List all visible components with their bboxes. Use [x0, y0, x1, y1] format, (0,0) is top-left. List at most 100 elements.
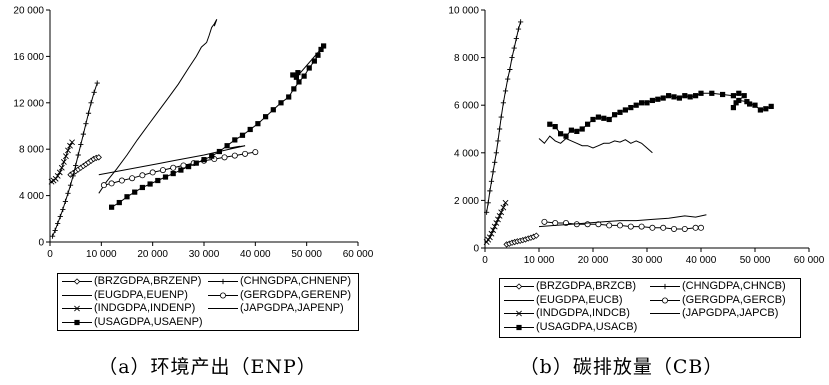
chart-a-series-usagdpa-usaenp-point	[178, 167, 184, 173]
chart-b-caption: （b）碳排放量（CB）	[519, 356, 724, 378]
chart-b-series-gergdpa-gercb-point	[606, 222, 613, 229]
chart-a-legend-label: (CHNGDPA,CHNENP)	[240, 275, 352, 287]
chart-a-series-chngdpa-chnenp-point	[52, 227, 58, 233]
chart-a-series-chngdpa-chnenp-point	[85, 110, 92, 116]
chart-b-series-usagdpa-usacb-point	[660, 95, 666, 101]
chart-b-series-gergdpa-gercb-point	[649, 224, 656, 231]
chart-b-y-tick-label: 2 000	[454, 196, 479, 207]
chart-a-legend-label: (EUGDPA,EUENP)	[94, 288, 188, 301]
chart-b-series-gergdpa-gercb-point	[595, 221, 602, 228]
chart-b-series-usagdpa-usacb-point	[676, 95, 682, 101]
chart-a-series-chngdpa-chnenp-point	[78, 141, 84, 148]
chart-a-legend-label: (GERGDPA,GERENP)	[240, 288, 352, 301]
chart-b-series-usagdpa-usacb-point	[606, 116, 612, 123]
chart-b-legend-symbol	[650, 313, 680, 314]
chart-a-series-usagdpa-usaenp-point	[278, 100, 284, 106]
chart-a-series-usagdpa-usaenp-point	[318, 46, 324, 53]
chart-b-series-chngdpa-chncb-point	[488, 178, 495, 184]
chart-a-x-tick-label: 10 000	[86, 249, 117, 260]
chart-b-series-indgdpa-indcb-point	[495, 216, 501, 223]
chart-b-legend-marker	[662, 283, 668, 290]
chart-b-legend-symbol	[504, 299, 534, 301]
chart-a-series-chngdpa-chnenp-point	[67, 182, 74, 188]
chart-b-series-usagdpa-usacb-point	[747, 101, 753, 107]
chart-b-legend-label: (JAPGDPA,JAPCB)	[682, 307, 779, 319]
chart-a-series-chngdpa-chnenp-point	[65, 190, 71, 196]
chart-a-series-brzgdpa-brzenp-point	[95, 154, 102, 161]
chart-b-series-eugdpa-eucb-line	[538, 135, 653, 154]
chart-a-series-usagdpa-usaenp-point	[147, 181, 153, 187]
chart-b-series-gergdpa-gercb-point	[681, 225, 688, 232]
chart-b-series-usagdpa-usacb-point	[687, 94, 693, 100]
chart-b-legend-marker	[516, 324, 522, 330]
chart-b-series-indgdpa-indcb-point	[488, 230, 495, 237]
chart-b-series-usagdpa-usacb-point	[568, 127, 574, 133]
chart-a-x-tick-label: 50 000	[291, 249, 322, 260]
chart-b-series-chngdpa-chncb-point	[484, 209, 490, 215]
chart-b-series-gergdpa-gercb-point	[541, 218, 548, 225]
chart-b-series-brzgdpa-brzcb	[503, 232, 540, 248]
chart-b-legend-label: (BRZGDPA,BRZCB)	[536, 280, 637, 292]
chart-b-legend-marker	[516, 310, 522, 317]
chart-b-series-usagdpa-usacb-point	[763, 106, 769, 112]
chart-a-series-usagdpa-usaenp-point	[216, 148, 222, 155]
chart-a-series-usagdpa-usaenp-point	[263, 114, 269, 120]
chart-a-y-tick-label: 8 000	[19, 145, 44, 156]
chart-a-series-chngdpa-chnenp-point	[62, 198, 68, 204]
chart-b-series-chngdpa-chncb-point	[515, 26, 522, 32]
chart-a-legend-label: (USAGDPA,USAENP)	[94, 315, 203, 328]
chart-b-legend-symbol	[504, 310, 534, 317]
chart-b-legend-label: (USAGDPA,USACB)	[536, 320, 638, 333]
chart-a-series-indgdpa-indenp-point	[60, 159, 67, 165]
chart-panel-a: 0 4 000 8 000 12 000 16 000 20 000 0 10 000 20 0…	[13, 6, 373, 379]
chart-panel-b: 0 2 000 4 000 6 000 8 000 10 000 0 10 000 20 000…	[414, 0, 829, 385]
chart-a-series-usagdpa-usaenp-point	[295, 70, 301, 76]
chart-a-series-chngdpa-chnenp-point	[91, 89, 97, 95]
chart-b-series-usagdpa-usacb-point	[768, 103, 774, 109]
chart-a-series-eugdpa-euenp-line	[98, 19, 218, 194]
chart-a-series-usagdpa-usaenp-point	[247, 126, 253, 133]
chart-a-series-gergdpa-gerenp-point	[129, 175, 136, 182]
chart-a-series-usagdpa-usaenp-point	[290, 72, 296, 78]
chart-a-series-usagdpa-usaenp-point	[321, 43, 327, 49]
chart-a-series-usagdpa-usaenp-point	[193, 160, 199, 166]
chart-b-series-usagdpa-usacb-point	[601, 115, 607, 121]
chart-a-series-indgdpa-indenp-point	[67, 142, 73, 149]
chart-a-series-gergdpa-gerenp-point	[118, 177, 125, 184]
chart-b-legend-symbol	[504, 283, 534, 290]
chart-a-series-chngdpa-chnenp-point	[83, 121, 89, 127]
chart-a-x-tick-label: 30 000	[189, 249, 220, 260]
chart-b-series-gergdpa-gercb-point	[627, 223, 634, 230]
chart-b-series-usagdpa-usacb-point	[720, 91, 726, 98]
chart-b-series-usagdpa-usacb-point	[709, 90, 715, 96]
chart-a-series-gergdpa-gerenp-point	[180, 162, 187, 169]
chart-b-y-tick-label: 8 000	[454, 53, 479, 64]
chart-b-series-indgdpa-indcb-point	[493, 220, 500, 226]
chart-a-legend-symbol	[62, 294, 92, 296]
chart-a-x-tick-label: 0	[47, 249, 53, 260]
chart-a-series-usagdpa-usaenp	[109, 43, 327, 210]
chart-a-series-usagdpa-usaenp-point	[293, 74, 299, 80]
chart-b-series-chngdpa-chncb-point	[496, 126, 503, 132]
chart-b-series-usagdpa-usacb-point	[666, 93, 672, 99]
chart-a-legend-symbol	[62, 319, 92, 325]
chart-b-series-chngdpa-chncb	[484, 19, 524, 215]
chart-a-series-usagdpa-usaenp-point	[209, 153, 215, 159]
chart-b-series-usagdpa-usacb-point	[585, 121, 591, 127]
chart-b-series-indgdpa-indcb-point	[500, 204, 507, 211]
chart-a-legend-symbol	[208, 308, 238, 309]
chart-a-series-chngdpa-chnenp-point	[57, 213, 63, 220]
chart-b-series-indgdpa-indcb-point	[486, 234, 493, 241]
chart-a-series-gergdpa-gerenp	[100, 149, 259, 189]
chart-a-series-gergdpa-gerenp-point	[139, 172, 146, 179]
chart-b-series-usagdpa-usacb-point	[671, 94, 677, 100]
chart-a-series-gergdpa-gerenp-point	[159, 167, 166, 174]
chart-b-y-tick-label: 10 000	[448, 6, 479, 17]
chart-b-x-tick-label: 40 000	[686, 255, 717, 266]
chart-a-series-chngdpa-chnenp-point	[55, 220, 61, 227]
chart-a-series-japgdpa-japenp-line	[98, 145, 246, 176]
chart-b-series-usagdpa-usacb-point	[752, 102, 758, 108]
chart-a-series-usagdpa-usaenp-point	[139, 184, 145, 191]
chart-b-series-gergdpa-gercb-point	[692, 224, 699, 231]
chart-b-x-tick-label: 60 000	[794, 255, 825, 266]
